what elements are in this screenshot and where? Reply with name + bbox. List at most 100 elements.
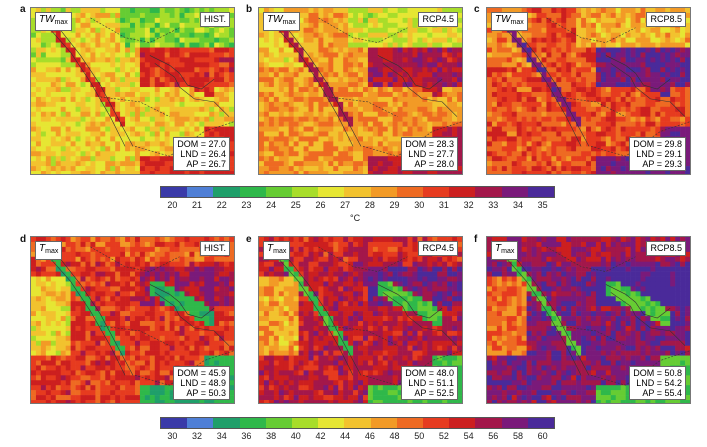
colorbar-tick-label: 42: [315, 431, 326, 441]
colorbar-swatch: [213, 418, 240, 428]
variable-label: Tmax: [35, 241, 63, 260]
variable-name: TW: [267, 14, 283, 25]
colorbar-swatch: [475, 187, 502, 197]
colorbar-tick-label: 50: [414, 431, 425, 441]
panel-letter: b: [246, 4, 253, 15]
colorbar-swatch: [501, 418, 528, 428]
colorbar-tw: [160, 186, 555, 198]
colorbar-tick-label: 27: [340, 200, 351, 210]
variable-subscript: max: [273, 248, 287, 255]
variable-name: T: [495, 243, 502, 254]
colorbar-swatch: [213, 187, 240, 197]
colorbar-swatch: [265, 418, 293, 428]
colorbar-swatch: [161, 418, 188, 428]
stat-line: LND = 26.4: [180, 149, 226, 159]
stats-box: DOM = 50.8 LND = 54.2 AP = 55.4: [629, 366, 686, 400]
colorbar-swatch: [265, 187, 293, 197]
map-boundary-line: [154, 292, 230, 346]
colorbar-tick-label: 20: [167, 200, 178, 210]
stat-line: AP = 26.7: [186, 159, 226, 169]
colorbar-swatch: [187, 418, 214, 428]
colorbar-tick-label: 26: [315, 200, 326, 210]
map-panel-f: Tmax RCP8.5 DOM = 50.8 LND = 54.2 AP = 55.4: [486, 236, 691, 404]
panel-letter: c: [474, 4, 480, 15]
heatmap: [487, 8, 690, 174]
heatmap: [259, 8, 462, 174]
stat-line: AP = 50.3: [186, 388, 226, 398]
variable-subscript: max: [45, 248, 59, 255]
colorbar-swatch: [527, 187, 555, 197]
stats-box: DOM = 27.0 LND = 26.4 AP = 26.7: [173, 137, 230, 171]
variable-subscript: max: [510, 19, 524, 26]
map-boundary-line: [276, 27, 354, 147]
stats-box: DOM = 48.0 LND = 51.1 AP = 52.5: [401, 366, 458, 400]
stat-line: LND = 54.2: [636, 378, 682, 388]
variable-label: Tmax: [263, 241, 291, 260]
colorbar-swatch: [449, 418, 476, 428]
map-boundary-line: [149, 284, 215, 319]
stat-line: AP = 29.3: [642, 159, 682, 169]
colorbar-tick-label: 54: [463, 431, 474, 441]
variable-label: TWmax: [35, 12, 72, 31]
map-boundary-line: [276, 256, 354, 376]
map-boundary-line: [514, 256, 590, 376]
stat-line: DOM = 28.3: [405, 139, 454, 149]
variable-subscript: max: [282, 19, 296, 26]
map-boundary-line: [58, 27, 134, 147]
heatmap: [487, 237, 690, 403]
map-boundary-line: [377, 55, 443, 90]
map-boundary-line: [504, 256, 582, 376]
scenario-label: RCP8.5: [646, 241, 686, 256]
colorbar-swatch: [501, 187, 528, 197]
map-boundary-line: [382, 292, 458, 346]
stat-line: AP = 52.5: [414, 388, 454, 398]
colorbar-t: [160, 417, 555, 429]
map-boundary-line: [605, 55, 671, 90]
variable-subscript: max: [54, 19, 68, 26]
map-boundary-line: [286, 256, 362, 376]
colorbar-tick-label: 60: [537, 431, 548, 441]
map-boundary-line: [90, 246, 180, 272]
colorbar-swatch: [318, 418, 345, 428]
map-boundary-line: [100, 96, 170, 117]
colorbar-swatch: [475, 418, 502, 428]
scenario-label: RCP4.5: [418, 12, 458, 27]
colorbar-swatch: [161, 187, 188, 197]
variable-subscript: max: [501, 248, 515, 255]
heatmap: [31, 8, 234, 174]
map-boundary-line: [286, 27, 362, 147]
map-boundary-line: [48, 256, 126, 376]
stat-line: DOM = 27.0: [177, 139, 226, 149]
colorbar-swatch: [396, 187, 424, 197]
colorbar-tick-label: 34: [216, 431, 227, 441]
stat-line: DOM = 29.8: [633, 139, 682, 149]
colorbar-tick-label: 30: [167, 431, 178, 441]
colorbar-swatch: [449, 187, 476, 197]
map-panel-d: Tmax HIST. DOM = 45.9 LND = 48.9 AP = 50.3: [30, 236, 235, 404]
map-boundary-line: [100, 325, 170, 346]
colorbar-tick-label: 23: [241, 200, 252, 210]
colorbar-tick-label: 21: [192, 200, 203, 210]
colorbar-swatch: [344, 418, 371, 428]
map-boundary-line: [556, 96, 626, 117]
map-boundary-line: [149, 55, 215, 90]
scenario-label: HIST.: [199, 12, 230, 27]
colorbar-tick-label: 38: [266, 431, 277, 441]
colorbar-swatch: [423, 418, 450, 428]
panel-letter: d: [20, 234, 27, 245]
map-boundary-line: [318, 17, 408, 43]
map-boundary-line: [610, 292, 686, 346]
colorbar-swatch: [318, 187, 345, 197]
colorbar-tick-label: 33: [488, 200, 499, 210]
map-boundary-line: [377, 284, 443, 319]
colorbar-tick-label: 44: [340, 431, 351, 441]
map-boundary-line: [382, 63, 458, 117]
map-panel-e: Tmax RCP4.5 DOM = 48.0 LND = 51.1 AP = 52.5: [258, 236, 463, 404]
colorbar-tick-label: 28: [364, 200, 375, 210]
colorbar-t-ticks: 30 32 34 36 38 40 42 44 46 48 50 52 54 56 58 60: [160, 431, 555, 443]
colorbar-tick-label: 34: [512, 200, 523, 210]
stats-box: DOM = 28.3 LND = 27.7 AP = 28.0: [401, 137, 458, 171]
map-boundary-line: [610, 63, 686, 117]
map-boundary-line: [58, 256, 134, 376]
variable-name: TW: [39, 14, 55, 25]
